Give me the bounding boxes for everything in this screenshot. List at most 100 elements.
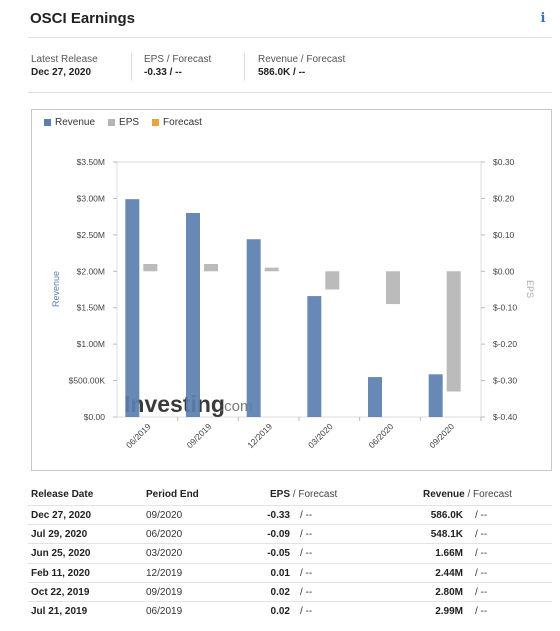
cell-release-date: Feb 11, 2020 bbox=[31, 567, 90, 579]
y-tick-label: $1.00M bbox=[77, 339, 105, 349]
cell-eps-forecast: / -- bbox=[300, 606, 313, 617]
cell-eps: -0.05 bbox=[267, 548, 290, 560]
eps-bar bbox=[446, 271, 461, 392]
cell-period-end: 06/2019 bbox=[146, 606, 183, 617]
table-row: Jul 29, 2020 06/2020 -0.09 / -- 548.1K / -- bbox=[28, 524, 552, 543]
chart-container bbox=[31, 109, 552, 471]
legend-swatch-revenue bbox=[44, 119, 51, 126]
legend-swatch-eps bbox=[108, 119, 116, 126]
col-header-eps-label: EPS bbox=[270, 489, 291, 500]
page-title: OSCI Earnings bbox=[30, 10, 136, 27]
cell-eps: 0.02 bbox=[270, 606, 290, 617]
y-axis-label: Revenue bbox=[51, 271, 61, 307]
revenue-bar bbox=[428, 374, 443, 417]
y2-tick-label: $0.00 bbox=[493, 266, 515, 276]
cell-revenue-forecast: / -- bbox=[475, 548, 488, 560]
legend-label-eps: EPS bbox=[119, 117, 140, 128]
col-header-revenue: Revenue / Forecast bbox=[423, 489, 512, 500]
latest-release-value: Dec 27, 2020 bbox=[31, 67, 92, 78]
cell-release-date: Jul 21, 2019 bbox=[31, 606, 88, 617]
cell-period-end: 06/2020 bbox=[146, 529, 183, 541]
table-row: Jun 25, 2020 03/2020 -0.05 / -- 1.66M / -- bbox=[28, 543, 552, 562]
cell-revenue: 1.66M bbox=[435, 548, 463, 560]
cell-revenue-forecast: / -- bbox=[475, 586, 488, 598]
divider bbox=[28, 37, 552, 38]
y-tick-label: $3.00M bbox=[77, 193, 105, 203]
col-header-revenue-forecast: Forecast bbox=[473, 489, 512, 500]
eps-bar bbox=[204, 264, 218, 272]
col-header-eps: EPS / Forecast bbox=[270, 489, 337, 500]
table-row: Dec 27, 2020 09/2020 -0.33 / -- 586.0K / -- bbox=[28, 505, 552, 524]
cell-revenue-forecast: / -- bbox=[475, 510, 488, 521]
eps-forecast-stat: EPS / Forecast -0.33 / -- bbox=[144, 54, 211, 78]
table-row: Jul 21, 2019 06/2019 0.02 / -- 2.99M / -- bbox=[28, 601, 552, 620]
cell-revenue-forecast: / -- bbox=[475, 606, 488, 617]
cell-revenue: 586.0K bbox=[430, 510, 463, 521]
cell-period-end: 12/2019 bbox=[146, 567, 183, 579]
cell-eps-forecast: / -- bbox=[300, 567, 313, 579]
legend-swatch-forecast bbox=[152, 119, 160, 126]
cell-eps: 0.02 bbox=[270, 586, 290, 598]
y2-tick-label: $0.20 bbox=[493, 193, 515, 203]
legend-label-revenue: Revenue bbox=[55, 117, 96, 128]
y-tick-label: $2.00M bbox=[77, 266, 105, 276]
earnings-chart: $0.00 $500.00K $1.00M $1.50M $2.00M $2.50M $3.… bbox=[51, 157, 535, 450]
cell-revenue: 548.1K bbox=[430, 529, 463, 541]
divider bbox=[28, 92, 552, 93]
cell-revenue: 2.44M bbox=[435, 567, 463, 579]
col-header-period-end: Period End bbox=[146, 489, 199, 500]
eps-forecast-label: EPS / Forecast bbox=[144, 54, 212, 65]
x-tick-label: 09/2020 bbox=[427, 421, 456, 450]
revenue-bar bbox=[368, 377, 382, 417]
table-row: Oct 22, 2019 09/2019 0.02 / -- 2.80M / -- bbox=[28, 581, 552, 601]
col-header-revenue-label: Revenue bbox=[423, 489, 465, 500]
investing-logo-suffix: .com bbox=[220, 398, 253, 415]
y-tick-label: $1.50M bbox=[77, 303, 105, 313]
cell-revenue: 2.80M bbox=[435, 586, 463, 598]
cell-eps-forecast: / -- bbox=[300, 548, 313, 560]
investing-logo: Investing bbox=[124, 391, 225, 417]
latest-release-stat: Latest Release Dec 27, 2020 bbox=[31, 54, 98, 78]
cell-eps: -0.09 bbox=[267, 529, 290, 541]
y-tick-label: $0.00 bbox=[84, 412, 106, 422]
cell-release-date: Jul 29, 2020 bbox=[31, 529, 88, 541]
legend-item-revenue[interactable]: Revenue bbox=[44, 117, 95, 128]
y-tick-label: $2.50M bbox=[77, 230, 105, 240]
divider bbox=[244, 53, 245, 81]
latest-release-label: Latest Release bbox=[31, 54, 98, 65]
eps-bar bbox=[143, 264, 158, 272]
revenue-bar bbox=[186, 213, 200, 417]
col-header-eps-sep: / bbox=[292, 489, 296, 500]
legend-item-eps[interactable]: EPS bbox=[108, 117, 139, 128]
legend-label-forecast: Forecast bbox=[163, 117, 202, 128]
x-tick-label: 03/2020 bbox=[306, 421, 335, 450]
cell-period-end: 03/2020 bbox=[146, 548, 183, 560]
cell-eps-forecast: / -- bbox=[300, 529, 313, 541]
cell-period-end: 09/2020 bbox=[146, 510, 183, 521]
cell-eps-forecast: / -- bbox=[300, 510, 313, 521]
revenue-bar bbox=[246, 239, 261, 417]
y2-axis-label: EPS bbox=[525, 280, 535, 298]
x-tick-label: 06/2020 bbox=[367, 421, 396, 450]
eps-bar bbox=[386, 271, 400, 305]
info-icon[interactable]: i bbox=[540, 11, 546, 26]
cell-release-date: Dec 27, 2020 bbox=[31, 510, 92, 521]
plot-area bbox=[116, 161, 482, 418]
cell-revenue-forecast: / -- bbox=[475, 567, 488, 579]
y2-tick-label: $-0.40 bbox=[493, 412, 517, 422]
revenue-forecast-label: Revenue / Forecast bbox=[258, 54, 346, 65]
cell-release-date: Oct 22, 2019 bbox=[31, 586, 90, 598]
divider bbox=[131, 53, 132, 81]
legend-item-forecast[interactable]: Forecast bbox=[152, 117, 202, 128]
col-header-rev-sep: / bbox=[467, 489, 471, 500]
revenue-bar bbox=[125, 199, 140, 417]
cell-eps: 0.01 bbox=[270, 567, 290, 579]
chart-legend: Revenue EPS Forecast bbox=[44, 117, 202, 128]
cell-eps-forecast: / -- bbox=[300, 586, 313, 598]
table-row: Feb 11, 2020 12/2019 0.01 / -- 2.44M / -- bbox=[28, 562, 552, 582]
y-tick-label: $3.50M bbox=[77, 157, 105, 167]
y2-tick-label: $-0.30 bbox=[493, 376, 517, 386]
y2-tick-label: $-0.20 bbox=[493, 339, 517, 349]
col-header-release-date: Release Date bbox=[31, 489, 94, 500]
x-tick-label: 12/2019 bbox=[245, 421, 274, 450]
